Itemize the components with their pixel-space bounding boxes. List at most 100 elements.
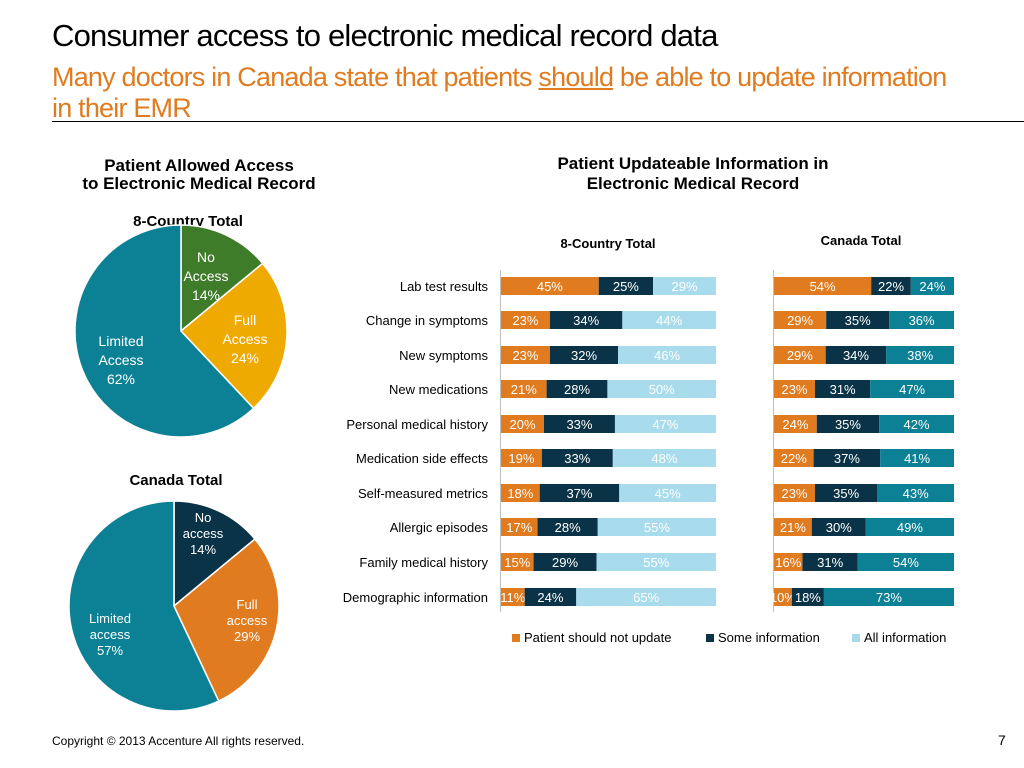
bar-8country-value-label: 45% <box>655 486 681 501</box>
bar-8country-value-label: 65% <box>633 590 659 605</box>
bar-8country-segment <box>619 484 716 502</box>
legend-item-not-update: Patient should not update <box>512 630 671 645</box>
bar-8country-segment <box>596 553 716 571</box>
bar-8country-value-label: 18% <box>507 486 533 501</box>
bar-8country-value-label: 55% <box>644 520 670 535</box>
bar-canada-value-label: 18% <box>795 590 821 605</box>
bar-canada-value-label: 16% <box>775 555 801 570</box>
bar-8country-value-label: 45% <box>537 279 563 294</box>
page-number: 7 <box>998 732 1006 748</box>
bar-canada-segment <box>774 518 812 536</box>
pie2-slice-limited-access <box>68 500 220 712</box>
bar-8country-value-label: 25% <box>613 279 639 294</box>
bar-8country-value-label: 33% <box>566 417 592 432</box>
bar-8country-value-label: 23% <box>512 313 538 328</box>
bar-canada-segment <box>823 588 954 606</box>
bar-canada-value-label: 22% <box>781 451 807 466</box>
bar-8country-value-label: 37% <box>566 486 592 501</box>
category-label: Demographic information <box>343 590 488 605</box>
bar-canada-segment <box>826 311 890 329</box>
bar-8country-segment <box>618 346 716 364</box>
bar-canada-segment <box>791 588 824 606</box>
bar-canada-value-label: 49% <box>897 520 923 535</box>
bar-canada-segment <box>774 311 827 329</box>
bar-canada-value-label: 24% <box>919 279 945 294</box>
bar-canada-value-label: 54% <box>810 279 836 294</box>
bar-canada-value-label: 34% <box>843 348 869 363</box>
footer-copyright: Copyright © 2013 Accenture All rights re… <box>52 734 305 748</box>
bar-canada-segment <box>774 380 815 398</box>
bar-8country-segment <box>541 449 613 467</box>
bar-8country-value-label: 44% <box>656 313 682 328</box>
bar-8country-value-label: 34% <box>573 313 599 328</box>
bar-8country-segment <box>501 380 547 398</box>
pie1-label: Full Access 24% <box>222 312 267 366</box>
bar-8country-value-label: 21% <box>511 382 537 397</box>
right-panel-title-line1: Patient Updateable Information in <box>557 154 829 173</box>
legend-label: All information <box>864 630 947 645</box>
legend-swatch-light-blue <box>852 633 860 642</box>
bar-canada-value-label: 73% <box>876 590 902 605</box>
bar-canada-segment <box>814 380 871 398</box>
legend-label: Patient should not update <box>524 630 672 645</box>
bar-canada-value-label: 36% <box>909 313 935 328</box>
legend-item-all: All information <box>852 630 946 645</box>
bar-canada-segment <box>825 346 887 364</box>
pie1-title: 8-Country Total <box>133 213 243 230</box>
left-panel-title-line1: Patient Allowed Access <box>104 156 294 175</box>
bar-8country-value-label: 47% <box>652 417 678 432</box>
bar-8country-segment <box>612 449 716 467</box>
legend-swatch-orange <box>512 633 520 642</box>
bar-canada-value-label: 35% <box>845 313 871 328</box>
bar-canada-segment <box>774 484 815 502</box>
pie1-slice-full-access <box>179 262 288 410</box>
bar-8country-value-label: 24% <box>537 590 563 605</box>
bar-canada-segment <box>870 380 954 398</box>
bar-canada-segment <box>879 415 954 433</box>
bar-canada-segment <box>774 346 826 364</box>
subtitle-emphasis: should <box>538 62 614 92</box>
bar-canada-value-label: 54% <box>893 555 919 570</box>
bar-8country-segment <box>501 518 538 536</box>
right-panel-title-line2: Electronic Medical Record <box>586 174 800 193</box>
bar-8country-segment <box>597 518 716 536</box>
bar-canada-value-label: 24% <box>782 417 808 432</box>
bar-8country-value-label: 20% <box>509 417 535 432</box>
bar-8country-value-label: 15% <box>504 555 530 570</box>
bar-canada-value-label: 47% <box>899 382 925 397</box>
bar-canada-value-label: 31% <box>817 555 843 570</box>
bar-canada-segment <box>774 553 803 571</box>
bar-8country-value-label: 11% <box>500 590 525 605</box>
bar-canada-value-label: 22% <box>878 279 904 294</box>
title-divider <box>52 121 1024 122</box>
pie-charts: No Access 14% Full Access 24% Limited Access 62%… <box>68 224 288 712</box>
bar-canada-value-label: 41% <box>904 451 930 466</box>
bar-canada-value-label: 31% <box>830 382 856 397</box>
bar-canada-value-label: 29% <box>787 348 813 363</box>
bar-8country-segment <box>544 415 615 433</box>
bar-canada-segment <box>910 277 954 295</box>
category-label: New medications <box>389 382 488 397</box>
bar-canada-segment <box>816 415 880 433</box>
category-label: Change in symptoms <box>366 313 489 328</box>
bar-8country-value-label: 55% <box>643 555 669 570</box>
subtitle-part-2: be able to update information in their E… <box>52 62 947 123</box>
category-label: Medication side effects <box>356 451 488 466</box>
bar-canada-segment <box>811 518 866 536</box>
slide-subtitle: Many doctors in Canada state that patien… <box>52 62 952 124</box>
pie2-title: Canada Total <box>129 472 223 489</box>
bar-8country-value-label: 29% <box>671 279 697 294</box>
bar-canada-segment <box>774 277 872 295</box>
pie1-slice-limited-access <box>74 224 255 438</box>
bar-8country-segment <box>501 277 599 295</box>
pie1-label: Limited Access 62% <box>98 333 143 387</box>
bar-canada-value-label: 23% <box>781 486 807 501</box>
pie2-label: Full access 29% <box>227 597 268 644</box>
bar-8country-segment <box>501 346 550 364</box>
pie2-slice-no-access <box>173 500 256 608</box>
bar-canada-segment <box>774 415 817 433</box>
bar-canada-value-label: 23% <box>781 382 807 397</box>
bar-8country-segment <box>576 588 716 606</box>
bar-8country-value-label: 17% <box>506 520 532 535</box>
bar-canada-segment <box>865 518 954 536</box>
